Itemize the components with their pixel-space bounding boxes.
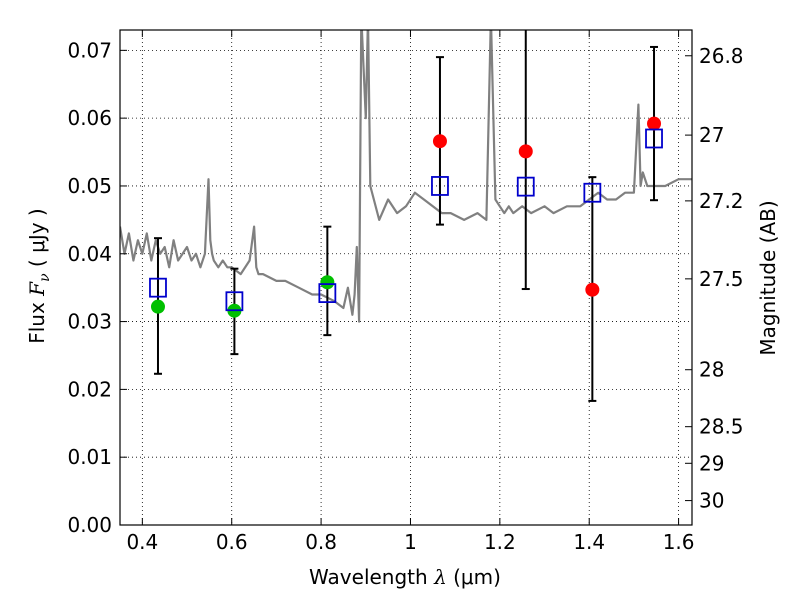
y2-tick-label: 28: [699, 358, 724, 382]
data-point: [585, 282, 600, 297]
data-point: [432, 134, 447, 149]
x-tick-label: 0.8: [305, 530, 337, 554]
y2-tick-label: 27.5: [699, 267, 744, 291]
data-point: [647, 116, 662, 131]
y2-tick-label: 28.5: [699, 415, 744, 439]
model-square: [583, 182, 602, 203]
y-tick-label: 0.03: [67, 310, 112, 334]
model-square: [516, 176, 535, 197]
grid: [120, 30, 692, 526]
model-square: [431, 176, 449, 196]
model-square: [149, 277, 167, 298]
y-axis-title: Flux Fν ( μJy ): [25, 208, 53, 344]
x-tick-label: 0.6: [216, 530, 248, 554]
error-bars: [153, 30, 659, 402]
y2-axis-title: Magnitude (AB): [756, 200, 780, 355]
y2-tick-label: 26.8: [699, 44, 744, 68]
y-tick-label: 0.04: [67, 242, 112, 266]
y-tick-label: 0.07: [67, 38, 112, 62]
x-tick-label: 0.4: [126, 530, 158, 554]
y2-tick-label: 29: [699, 451, 724, 475]
model-square: [225, 291, 244, 312]
y-tick-label: 0.05: [67, 174, 112, 198]
x-tick-label: 1.4: [573, 530, 605, 554]
y-tick-label: 0.02: [67, 377, 112, 401]
x-tick-label: 1.6: [663, 530, 695, 554]
y2-tick-label: 30: [699, 489, 724, 513]
data-point: [518, 144, 533, 159]
x-axis-title: Wavelength λ (μm): [309, 565, 501, 589]
y-tick-label: 0.06: [67, 106, 112, 130]
x-tick-label: 1.2: [484, 530, 516, 554]
y2-tick-label: 27: [699, 123, 724, 147]
plot-frame: [119, 29, 693, 526]
x-tick-label: 1: [404, 530, 417, 554]
y-tick-label: 0.01: [67, 445, 112, 469]
model-spectrum: [120, 30, 692, 323]
data-point: [150, 299, 165, 314]
model-square: [318, 283, 337, 303]
y-tick-label: 0.00: [67, 513, 112, 537]
data-point: [320, 275, 335, 290]
spectrum-line: [120, 30, 692, 323]
data-points: [149, 116, 663, 318]
y2-tick-label: 27.2: [699, 189, 744, 213]
model-square: [645, 128, 663, 149]
axis-ticks: 0.4 0.6 0.8 1 1.2 1.4 1.6 0.00 0.01 0.02 0.03 0.04 0…: [67, 30, 744, 554]
